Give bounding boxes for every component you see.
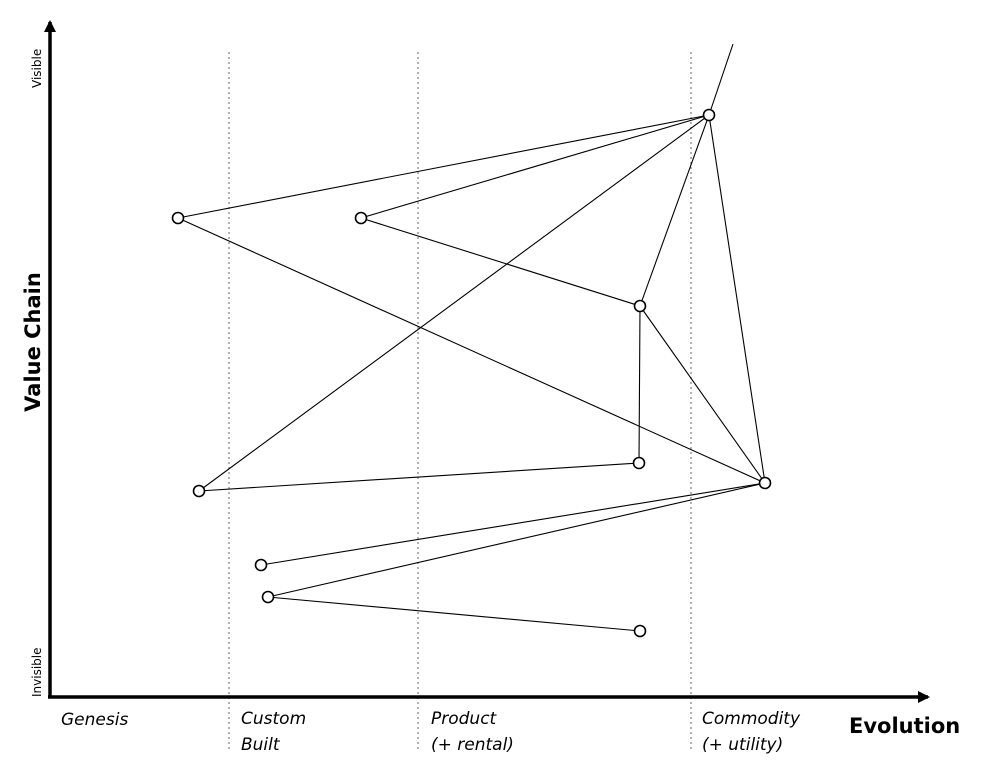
component-node[interactable] <box>254 558 268 572</box>
component-node[interactable] <box>758 476 772 490</box>
link <box>177 114 710 219</box>
stage-genesis-label: Genesis <box>61 710 128 730</box>
link <box>360 217 641 307</box>
stage-commodity-label: Commodity <box>702 709 801 729</box>
components <box>171 108 772 638</box>
link <box>198 114 710 492</box>
y-axis-title: Value Chain <box>21 272 45 412</box>
component-node[interactable] <box>192 484 206 498</box>
component-node[interactable] <box>261 590 275 604</box>
component-node[interactable] <box>633 299 647 313</box>
stage-product-label: Product <box>431 709 498 729</box>
link <box>638 305 641 464</box>
y-axis-visible-label: Visible <box>30 49 44 88</box>
stage-commodity-label-line2: (+ utility) <box>702 735 783 755</box>
link <box>360 114 710 219</box>
component-node[interactable] <box>702 108 716 122</box>
link <box>267 596 641 632</box>
stage-custom-label: Custom <box>241 709 306 729</box>
x-axis-title: Evolution <box>849 714 960 738</box>
link-user-need <box>708 43 734 116</box>
component-node[interactable] <box>354 211 368 225</box>
link <box>177 217 766 484</box>
link <box>267 482 766 598</box>
link <box>639 305 766 484</box>
dependency-links <box>177 43 766 632</box>
link <box>639 114 710 307</box>
link <box>260 482 766 566</box>
component-node[interactable] <box>171 211 185 225</box>
component-node[interactable] <box>633 624 647 638</box>
stage-product-label-line2: (+ rental) <box>431 735 514 755</box>
component-node[interactable] <box>632 456 646 470</box>
link <box>198 462 640 492</box>
link <box>708 114 766 484</box>
y-axis-invisible-label: Invisible <box>30 648 44 698</box>
stage-custom-label-line2: Built <box>241 735 281 755</box>
